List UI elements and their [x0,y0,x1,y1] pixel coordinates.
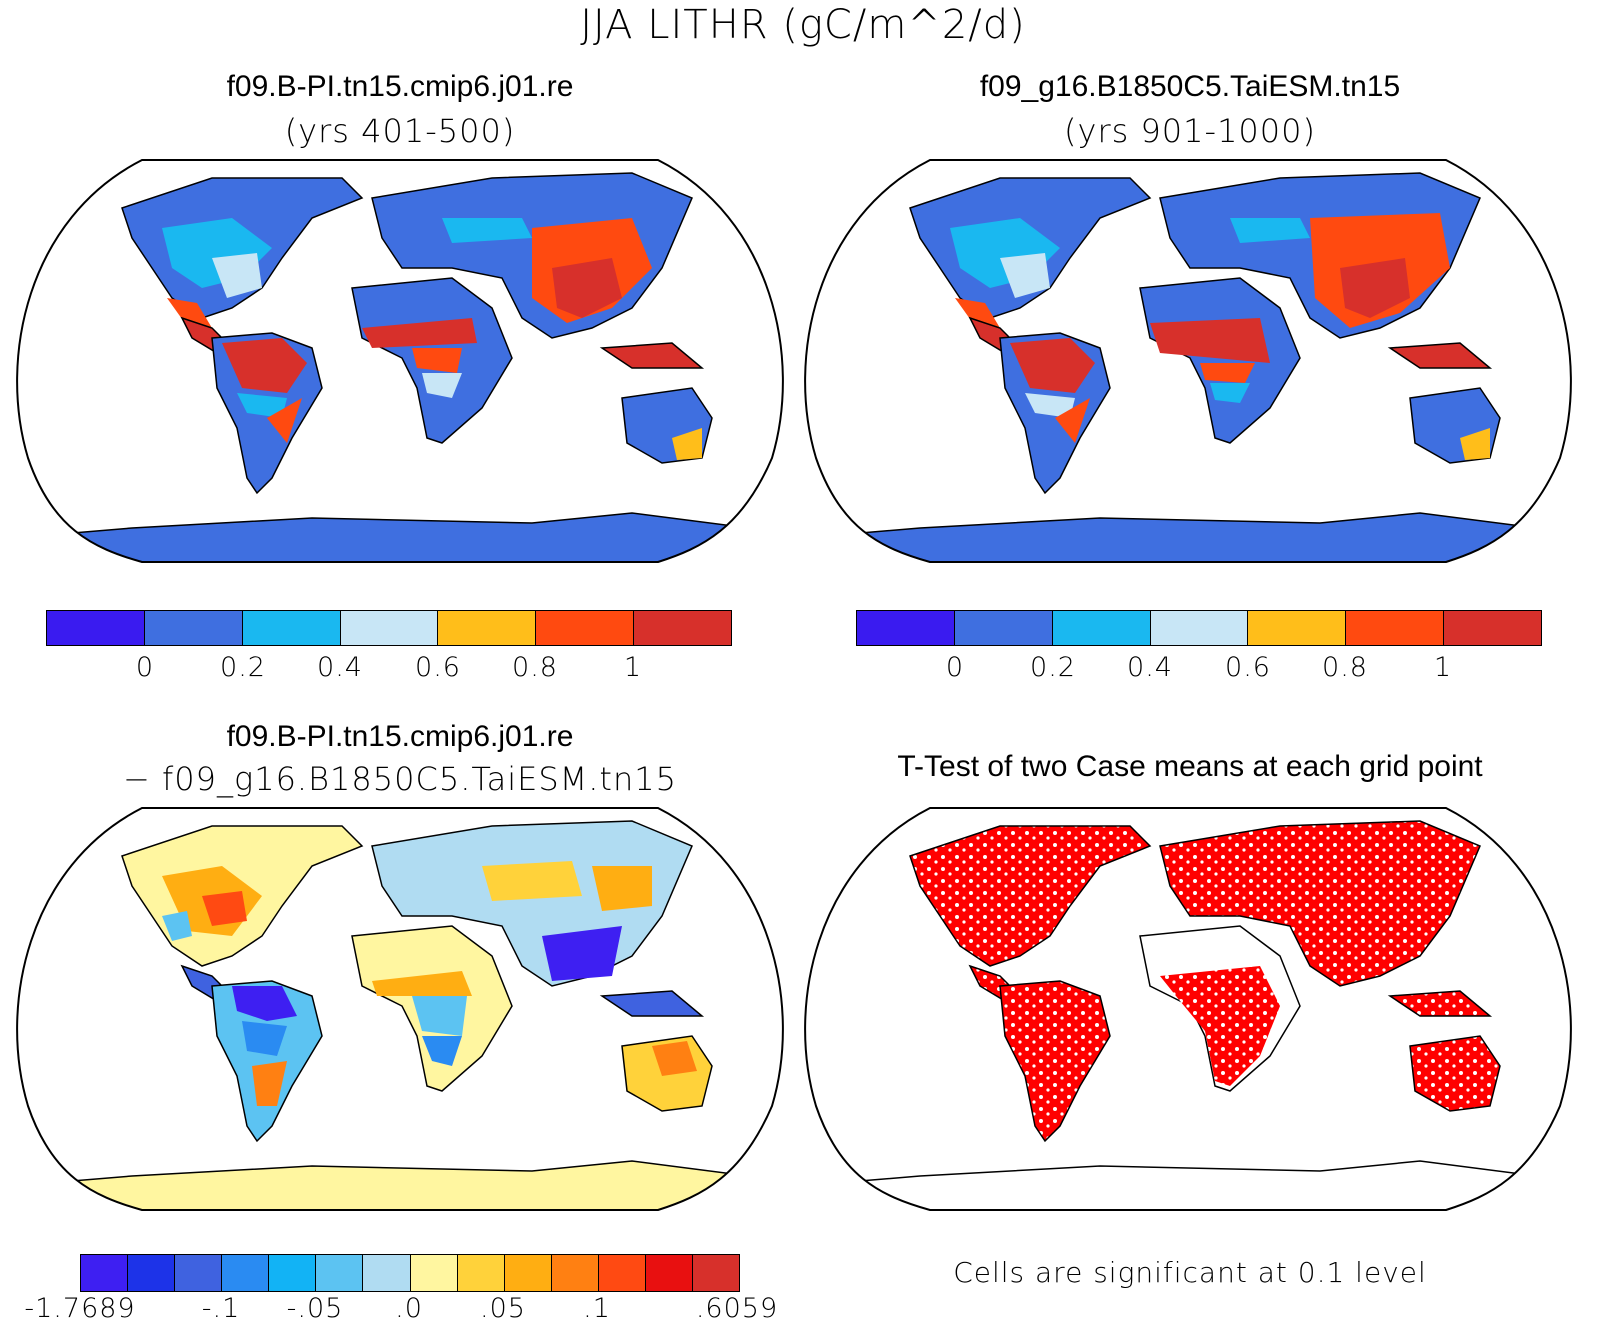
case2-tick-label: 0.2 [1030,652,1076,683]
case1-colorbar [46,610,732,646]
colorbar-swatch [1150,611,1249,645]
colorbar-swatch [504,1255,552,1291]
diff-tick-label: .0 [395,1293,423,1324]
difference-map [16,807,784,1211]
colorbar-swatch [457,1255,505,1291]
case1-tick-label: 0.4 [317,652,363,683]
antarctica-land [17,512,783,562]
colorbar-swatch [340,611,439,645]
colorbar-swatch [857,611,955,645]
colorbar-swatch [634,611,732,645]
colorbar-swatch [242,611,341,645]
colorbar-swatch [316,1255,364,1291]
case2-map [804,159,1572,563]
colorbar-swatch [81,1255,129,1291]
case1-years: (yrs 401-500) [284,112,516,150]
ttest-map [804,807,1572,1211]
colorbar-swatch [1052,611,1151,645]
diff-tick-label: -.1 [201,1293,241,1324]
colorbar-swatch [536,611,635,645]
diff-title-line1: f09.B-PI.tn15.cmip6.j01.re [226,720,574,753]
case2-title: f09_g16.B1850C5.TaiESM.tn15 [979,70,1401,103]
colorbar-swatch [551,1255,599,1291]
case2-tick-label: 0 [945,652,965,683]
colorbar-swatch [1248,611,1347,645]
case1-title: f09.B-PI.tn15.cmip6.j01.re [226,70,574,103]
diff-title-line2: − f09_g16.B1850C5.TaiESM.tn15 [123,760,677,798]
case2-colorbar [856,610,1542,646]
colorbar-swatch [363,1255,411,1291]
colorbar-swatch [693,1255,740,1291]
figure-title: JJA LITHR (gC/m^2/d) [580,2,1026,48]
diff-tick-label: -1.7689 [24,1293,136,1324]
colorbar-swatch [128,1255,176,1291]
case2-tick-label: 1 [1433,652,1453,683]
colorbar-swatch [645,1255,694,1291]
colorbar-swatch [175,1255,223,1291]
case1-tick-label: 0.8 [512,652,558,683]
diff-tick-label: .1 [583,1293,611,1324]
case2-tick-label: 0.6 [1225,652,1271,683]
case1-tick-label: 0.6 [415,652,461,683]
ttest-title: T-Test of two Case means at each grid po… [897,750,1483,783]
diff-tick-label: .05 [480,1293,526,1324]
case2-tick-label: 0.8 [1322,652,1368,683]
ttest-note: Cells are significant at 0.1 level [953,1256,1427,1289]
colorbar-swatch [954,611,1053,645]
case1-map [16,159,784,563]
diff-tick-label: -.05 [286,1293,344,1324]
case2-tick-label: 0.4 [1127,652,1173,683]
colorbar-swatch [269,1255,317,1291]
case1-tick-label: 0 [135,652,155,683]
colorbar-swatch [47,611,145,645]
colorbar-swatch [144,611,243,645]
colorbar-swatch [598,1255,646,1291]
colorbar-swatch [438,611,537,645]
colorbar-swatch [410,1255,458,1291]
colorbar-swatch [1444,611,1542,645]
colorbar-swatch [1346,611,1445,645]
case2-years: (yrs 901-1000) [1064,112,1316,150]
colorbar-swatch [222,1255,270,1291]
case1-tick-label: 0.2 [220,652,266,683]
diff-tick-label: .6059 [695,1293,779,1324]
case1-tick-label: 1 [623,652,643,683]
difference-colorbar [80,1254,740,1292]
